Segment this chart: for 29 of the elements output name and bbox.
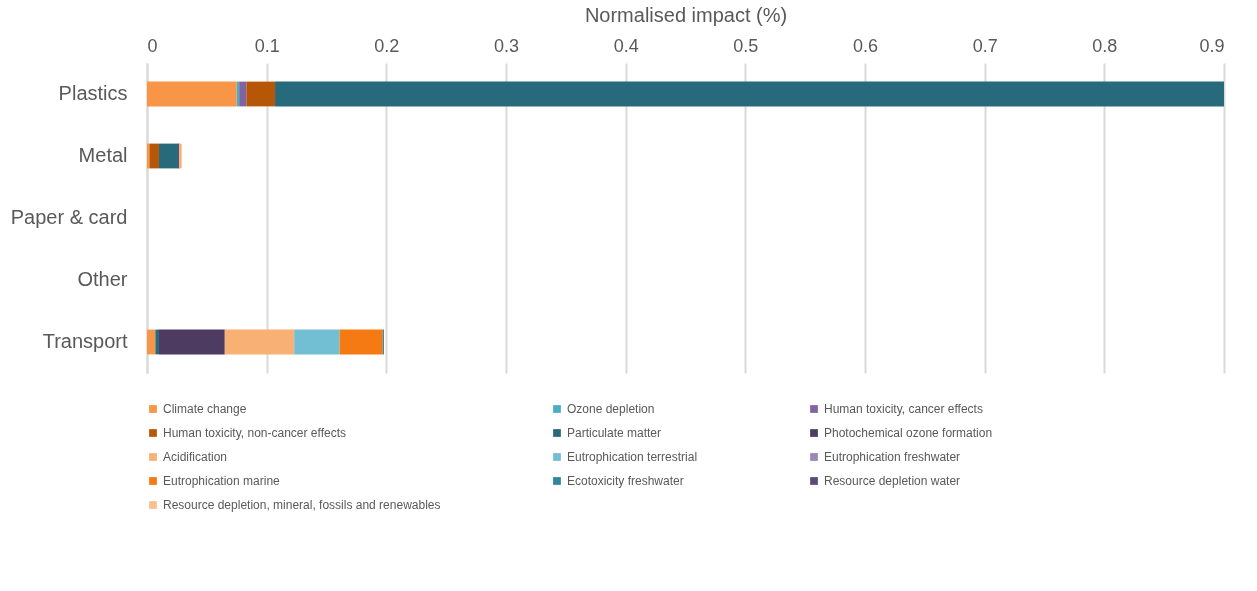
- y-tick-label: Other: [77, 268, 128, 290]
- x-tick-label: 0.3: [493, 35, 520, 56]
- legend-label: Human toxicity, non-cancer effects: [163, 426, 346, 440]
- y-tick-label: Metal: [78, 144, 128, 166]
- legend-label: Eutrophication terrestrial: [567, 450, 698, 464]
- x-tick-label: 0.4: [613, 35, 639, 56]
- legend-label: Photochemical ozone formation: [824, 426, 993, 440]
- legend-label: Eutrophication marine: [163, 474, 281, 488]
- legend-label: Resource depletion water: [824, 474, 961, 488]
- legend-label: Climate change: [163, 402, 247, 416]
- x-tick-label: 0.1: [254, 35, 280, 56]
- y-tick-label: Plastics: [58, 82, 128, 104]
- x-tick-label: 0: [147, 35, 158, 56]
- legend-label: Resource depletion, mineral, fossils and renewables: [163, 498, 441, 512]
- x-tick-label: 0.7: [972, 35, 998, 56]
- x-tick-label: 0.8: [1092, 35, 1118, 56]
- x-tick-label: 0.2: [374, 35, 400, 56]
- legend-label: Ecotoxicity freshwater: [567, 474, 684, 488]
- y-tick-label: Paper & card: [10, 206, 128, 228]
- legend-label: Ozone depletion: [567, 402, 655, 416]
- x-tick-label: 0.9: [1199, 35, 1225, 56]
- legend-label: Particulate matter: [567, 426, 662, 440]
- x-axis-title: Normalised impact (%): [584, 3, 788, 26]
- legend-label: Human toxicity, cancer effects: [824, 402, 983, 416]
- y-tick-label: Transport: [42, 330, 128, 352]
- legend-label: Eutrophication freshwater: [824, 450, 961, 464]
- legend-label: Acidification: [163, 450, 228, 464]
- x-tick-label: 0.6: [852, 35, 879, 56]
- x-tick-label: 0.5: [733, 35, 759, 56]
